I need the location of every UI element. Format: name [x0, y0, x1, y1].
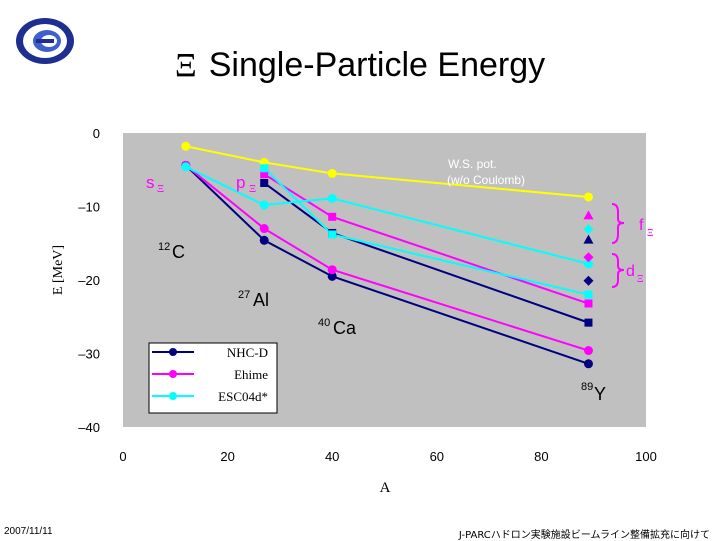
legend-label: ESC04d*: [218, 389, 268, 404]
data-point: [260, 170, 269, 179]
c12-label: 12 C: [158, 241, 185, 262]
svg-text:12: 12: [158, 241, 170, 253]
f-state-label: f Ξ: [611, 203, 653, 244]
svg-text:Ξ: Ξ: [249, 183, 256, 195]
data-point: [583, 346, 593, 356]
legend-label: NHC-D: [227, 345, 268, 360]
data-point: [328, 230, 337, 239]
data-point: [583, 192, 593, 202]
data-point: [327, 168, 337, 178]
svg-text:s: s: [146, 173, 155, 192]
y-tick-label: –10: [78, 200, 100, 215]
y-tick-label: 0: [93, 126, 100, 141]
svg-text:Ξ: Ξ: [637, 274, 643, 285]
svg-text:Al: Al: [253, 290, 269, 310]
x-axis-label: A: [380, 480, 391, 496]
y-axis-label: E [MeV]: [51, 245, 66, 295]
legend-swatch-marker: [169, 370, 177, 378]
footer-note: J-PARCハドロン実験施設ビームライン整備拡充に向けて: [458, 530, 710, 541]
svg-text:Ca: Ca: [333, 318, 357, 338]
y-tick-label: –20: [78, 273, 100, 288]
series-markers: [181, 141, 594, 369]
page-title: Ξ Single-Particle Energy: [0, 46, 720, 85]
data-point: [583, 252, 594, 263]
title-text: Single-Particle Energy: [208, 46, 546, 84]
data-point: [328, 212, 337, 221]
data-point: [259, 200, 269, 210]
svg-text:d: d: [626, 263, 635, 280]
y89-label: 89 Y: [581, 381, 606, 404]
data-point: [584, 318, 593, 327]
ws-annotation: W.S. pot. (w/o Coulomb): [447, 157, 525, 187]
y-tick-label: –30: [78, 347, 100, 362]
data-point: [260, 164, 269, 173]
svg-text:40: 40: [318, 317, 330, 329]
p-state-label: p Ξ: [236, 173, 256, 195]
ca40-label: 40 Ca: [318, 317, 357, 338]
legend: NHC-D Ehime ESC04d*: [148, 342, 278, 414]
data-point: [181, 141, 191, 151]
series-line: [185, 164, 589, 365]
legend-swatch-marker: [169, 392, 177, 400]
svg-text:C: C: [172, 242, 185, 262]
svg-text:89: 89: [581, 381, 593, 393]
d-state-label: d Ξ: [611, 253, 643, 288]
svg-text:27: 27: [238, 289, 250, 301]
data-point: [583, 234, 594, 244]
data-point: [584, 299, 593, 308]
svg-text:p: p: [236, 173, 245, 192]
series-line: [185, 164, 589, 352]
data-point: [259, 235, 269, 245]
x-tick-label: 20: [220, 449, 234, 464]
data-point: [583, 359, 593, 369]
svg-text:Ξ: Ξ: [157, 183, 164, 195]
svg-text:f: f: [639, 217, 644, 234]
data-point: [327, 271, 337, 281]
data-point: [583, 210, 594, 220]
x-tick-label: 100: [635, 449, 657, 464]
ws-label: W.S. pot.: [448, 157, 497, 171]
s-state-label: s Ξ: [146, 173, 164, 195]
al27-label: 27 Al: [238, 289, 269, 310]
data-point: [260, 178, 269, 187]
data-point: [583, 259, 593, 269]
ws-sublabel: (w/o Coulomb): [447, 173, 525, 187]
title-symbol: Ξ: [174, 47, 197, 84]
d-brace: [611, 253, 625, 288]
legend-label: Ehime: [234, 367, 268, 382]
logo-icon: [16, 18, 74, 64]
data-point: [327, 193, 337, 203]
data-point: [584, 290, 593, 299]
data-point: [181, 162, 191, 172]
x-tick-label: 0: [119, 449, 126, 464]
svg-text:Ξ: Ξ: [647, 228, 653, 239]
f-brace: [611, 203, 625, 244]
data-point: [583, 275, 594, 286]
x-tick-label: 60: [430, 449, 444, 464]
series-line: [185, 145, 589, 198]
data-point: [583, 224, 594, 235]
x-tick-label: 80: [534, 449, 548, 464]
data-point: [327, 265, 337, 275]
footer-date: 2007/11/11: [4, 526, 53, 537]
legend-swatch-marker: [169, 348, 177, 356]
y-tick-label: –40: [78, 420, 100, 435]
axes: 0 –10 –20 –30 –40 0 20 40 60 80 100: [78, 126, 657, 464]
data-point: [259, 224, 269, 234]
svg-text:Y: Y: [594, 384, 606, 404]
x-tick-label: 40: [325, 449, 339, 464]
